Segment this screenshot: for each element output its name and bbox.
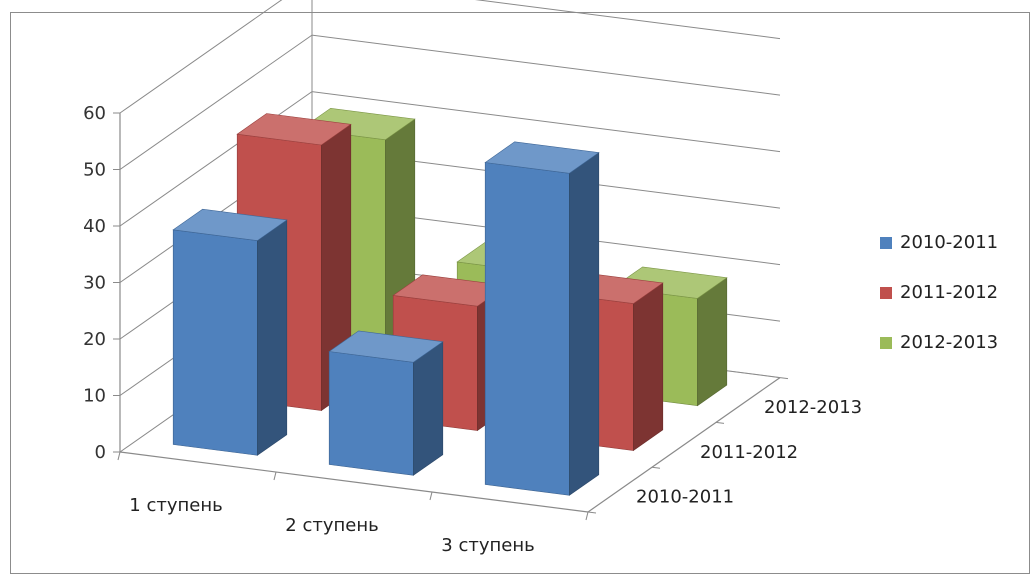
y-tick-label: 30 <box>83 273 106 294</box>
axes <box>113 112 789 521</box>
bar-top-face <box>484 141 600 174</box>
x-tick-mark <box>429 491 433 501</box>
depth-label: 2010-2011 <box>636 487 734 508</box>
y-tick-label: 0 <box>95 442 106 463</box>
y-tick-label: 40 <box>83 216 106 237</box>
gridline <box>119 91 781 227</box>
y-tick-label: 20 <box>83 329 106 350</box>
bar-top-face <box>172 208 288 241</box>
bar-top-face <box>236 113 352 146</box>
depth-axis <box>587 377 781 513</box>
x-tick-mark <box>273 471 277 481</box>
depth-tick-mark <box>651 466 661 469</box>
bar-side-face <box>413 341 444 476</box>
bar-front-face <box>328 351 414 476</box>
depth-tick-mark <box>779 377 789 380</box>
bar-top-face <box>328 330 444 363</box>
depth-tick-mark <box>715 421 725 424</box>
bar <box>172 208 288 456</box>
legend-swatch <box>880 287 892 299</box>
bars <box>172 107 728 496</box>
gridline <box>119 34 781 170</box>
legend-swatch <box>880 237 892 249</box>
depth-label: 2011-2012 <box>700 442 798 463</box>
depth-label: 2012-2013 <box>764 397 862 418</box>
bar-front-face <box>172 229 258 456</box>
legend-label: 2012-2013 <box>900 332 998 353</box>
category-label: 3 ступень <box>441 535 534 556</box>
x-tick-mark <box>117 451 121 461</box>
category-label: 2 ступень <box>285 515 378 536</box>
gridline <box>119 0 781 114</box>
depth-tick-mark <box>587 511 597 514</box>
category-axis <box>119 451 589 513</box>
y-tick-label: 50 <box>83 160 106 181</box>
bar-front-face <box>484 162 570 496</box>
bar <box>328 330 444 476</box>
x-tick-mark <box>585 511 589 521</box>
legend-swatch <box>880 337 892 349</box>
y-tick-label: 60 <box>83 103 106 124</box>
y-tick-label: 10 <box>83 386 106 407</box>
bar-side-face <box>633 282 664 452</box>
bar <box>484 141 600 496</box>
legend-label: 2010-2011 <box>900 232 998 253</box>
legend-label: 2011-2012 <box>900 282 998 303</box>
labels: 0 10 20 30 40 50 60 1 ступень 2 ступень 3 ступень… <box>83 103 862 556</box>
bar-side-face <box>257 219 288 456</box>
bar-side-face <box>697 277 728 407</box>
legend: 2010-2011 2011-2012 2012-2013 <box>880 232 998 353</box>
category-label: 1 ступень <box>129 495 222 516</box>
bar-side-face <box>569 152 600 496</box>
